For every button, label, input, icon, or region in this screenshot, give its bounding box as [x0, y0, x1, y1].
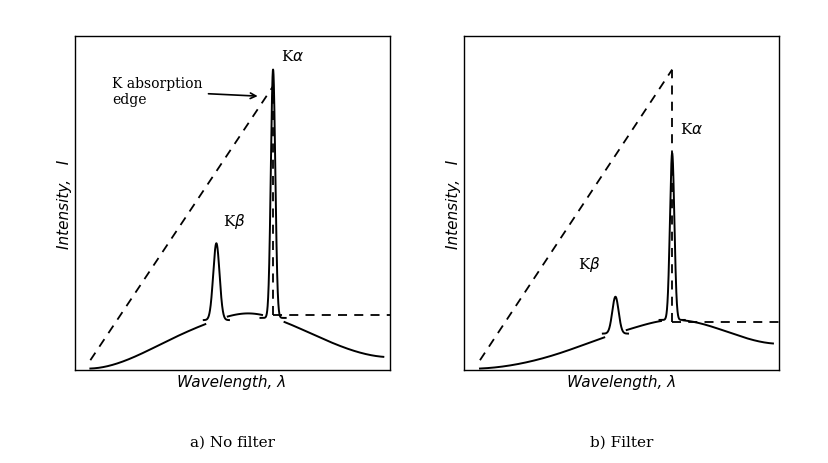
X-axis label: Wavelength, λ: Wavelength, λ: [566, 375, 676, 389]
Y-axis label: Intensity,   I: Intensity, I: [446, 159, 461, 248]
Text: a) No filter: a) No filter: [190, 435, 274, 449]
Text: K$\alpha$: K$\alpha$: [281, 49, 304, 64]
Text: K$\alpha$: K$\alpha$: [679, 122, 702, 137]
Y-axis label: Intensity,   I: Intensity, I: [57, 159, 72, 248]
Text: K absorption
edge: K absorption edge: [113, 77, 256, 107]
X-axis label: Wavelength, λ: Wavelength, λ: [177, 375, 286, 389]
Text: K$\beta$: K$\beta$: [223, 212, 245, 231]
Text: b) Filter: b) Filter: [590, 435, 652, 449]
Text: K$\beta$: K$\beta$: [577, 255, 599, 274]
